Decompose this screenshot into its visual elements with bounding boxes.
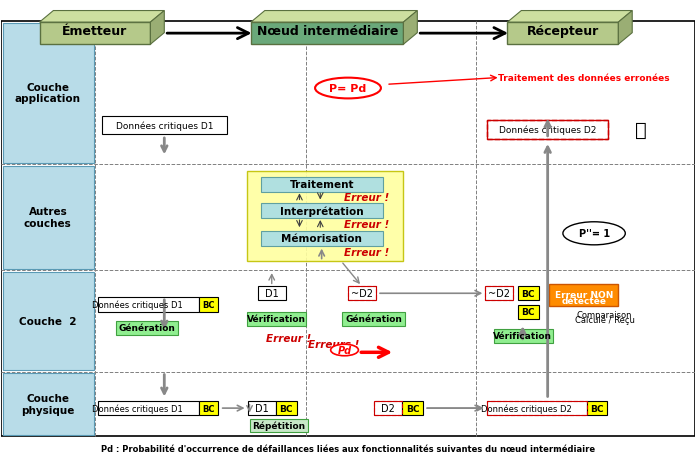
Bar bbox=[487, 121, 608, 139]
Text: Vérification: Vérification bbox=[493, 332, 552, 340]
Bar bbox=[199, 401, 219, 416]
Bar bbox=[3, 272, 94, 370]
Bar bbox=[261, 232, 383, 246]
Text: Erreur !: Erreur ! bbox=[344, 247, 389, 257]
Text: Couche
application: Couche application bbox=[15, 83, 81, 104]
Text: ~D2: ~D2 bbox=[488, 288, 510, 299]
Text: Interprétation: Interprétation bbox=[280, 206, 363, 217]
Bar bbox=[487, 401, 587, 416]
Ellipse shape bbox=[331, 344, 358, 356]
Text: Erreur NON: Erreur NON bbox=[555, 290, 613, 300]
Bar bbox=[248, 172, 404, 262]
Polygon shape bbox=[40, 12, 164, 23]
Text: Émetteur: Émetteur bbox=[63, 25, 127, 38]
Bar bbox=[258, 287, 285, 300]
Bar bbox=[507, 23, 618, 45]
Bar bbox=[3, 166, 94, 269]
Text: D1: D1 bbox=[265, 288, 278, 299]
Text: Vérification: Vérification bbox=[247, 314, 306, 324]
Text: BC: BC bbox=[203, 300, 215, 309]
Bar bbox=[587, 401, 607, 416]
Text: Nœud intermédiaire: Nœud intermédiaire bbox=[257, 25, 398, 38]
Polygon shape bbox=[251, 12, 418, 23]
Text: BC: BC bbox=[203, 404, 215, 413]
Text: Répétition: Répétition bbox=[252, 420, 306, 430]
Text: Calculé / Reçu: Calculé / Reçu bbox=[575, 315, 635, 325]
Bar bbox=[374, 401, 402, 416]
Text: Données critiques D2: Données critiques D2 bbox=[499, 125, 596, 135]
Text: BC: BC bbox=[280, 404, 293, 413]
Bar bbox=[98, 401, 199, 416]
Text: Données critiques D1: Données critiques D1 bbox=[116, 121, 213, 131]
Text: Données critiques D1: Données critiques D1 bbox=[92, 403, 182, 413]
Bar bbox=[3, 373, 94, 435]
Bar bbox=[3, 24, 94, 163]
Bar bbox=[487, 121, 608, 139]
Polygon shape bbox=[404, 12, 418, 45]
Bar bbox=[261, 204, 383, 219]
Text: Erreur !: Erreur ! bbox=[344, 219, 389, 229]
Ellipse shape bbox=[315, 78, 381, 99]
Bar bbox=[248, 312, 306, 326]
Bar bbox=[374, 401, 402, 416]
Text: Pd: Pd bbox=[338, 345, 351, 355]
Bar bbox=[342, 312, 405, 326]
Text: 🚶: 🚶 bbox=[635, 121, 647, 140]
Text: BC: BC bbox=[521, 289, 535, 298]
Polygon shape bbox=[618, 12, 632, 45]
Text: BC: BC bbox=[406, 404, 419, 413]
Bar bbox=[248, 401, 276, 416]
Ellipse shape bbox=[563, 222, 625, 245]
Text: Mémorisation: Mémorisation bbox=[281, 234, 362, 244]
Bar bbox=[348, 287, 376, 300]
Text: Traitement des données erronées: Traitement des données erronées bbox=[498, 74, 670, 83]
Text: Erreur !: Erreur ! bbox=[267, 333, 312, 343]
Text: Erreur !: Erreur ! bbox=[344, 193, 389, 202]
Text: Autres
couches: Autres couches bbox=[24, 207, 72, 228]
Bar bbox=[518, 305, 539, 319]
Bar bbox=[199, 297, 219, 312]
Bar bbox=[261, 178, 383, 193]
Bar bbox=[276, 401, 296, 416]
Text: P''= 1: P''= 1 bbox=[578, 229, 610, 239]
Text: Génération: Génération bbox=[345, 314, 402, 324]
Text: Comparaison: Comparaison bbox=[577, 311, 632, 320]
Bar bbox=[98, 297, 199, 312]
Bar bbox=[116, 321, 178, 335]
Bar bbox=[251, 23, 404, 45]
Text: D2: D2 bbox=[381, 403, 395, 413]
Bar bbox=[402, 401, 423, 416]
Bar bbox=[493, 329, 553, 343]
Bar bbox=[485, 287, 513, 300]
Text: BC: BC bbox=[521, 307, 535, 317]
Text: ~D2: ~D2 bbox=[351, 288, 373, 299]
Text: D1: D1 bbox=[255, 403, 269, 413]
Bar bbox=[250, 419, 308, 432]
Text: P= Pd: P= Pd bbox=[329, 84, 367, 94]
Text: Récepteur: Récepteur bbox=[527, 25, 599, 38]
Text: Pd : Probabilité d'occurrence de défaillances liées aux fonctionnalités suivante: Pd : Probabilité d'occurrence de défaill… bbox=[101, 444, 595, 453]
Bar bbox=[518, 287, 539, 300]
Text: Génération: Génération bbox=[118, 324, 175, 332]
Bar bbox=[485, 287, 513, 300]
Text: BC: BC bbox=[590, 404, 603, 413]
Text: Couche  2: Couche 2 bbox=[19, 316, 77, 326]
Text: Données critiques D1: Données critiques D1 bbox=[92, 300, 182, 309]
Bar bbox=[549, 284, 618, 306]
Text: Couche
physique: Couche physique bbox=[21, 393, 74, 415]
Bar bbox=[487, 401, 587, 416]
Text: Erreurs !: Erreurs ! bbox=[308, 339, 360, 349]
Bar bbox=[102, 116, 227, 135]
Polygon shape bbox=[507, 12, 632, 23]
Text: détectée: détectée bbox=[561, 296, 606, 306]
Polygon shape bbox=[150, 12, 164, 45]
Bar bbox=[348, 287, 376, 300]
Bar bbox=[40, 23, 150, 45]
Text: Traitement: Traitement bbox=[290, 180, 354, 190]
Text: Données critiques D2: Données critiques D2 bbox=[481, 403, 571, 413]
